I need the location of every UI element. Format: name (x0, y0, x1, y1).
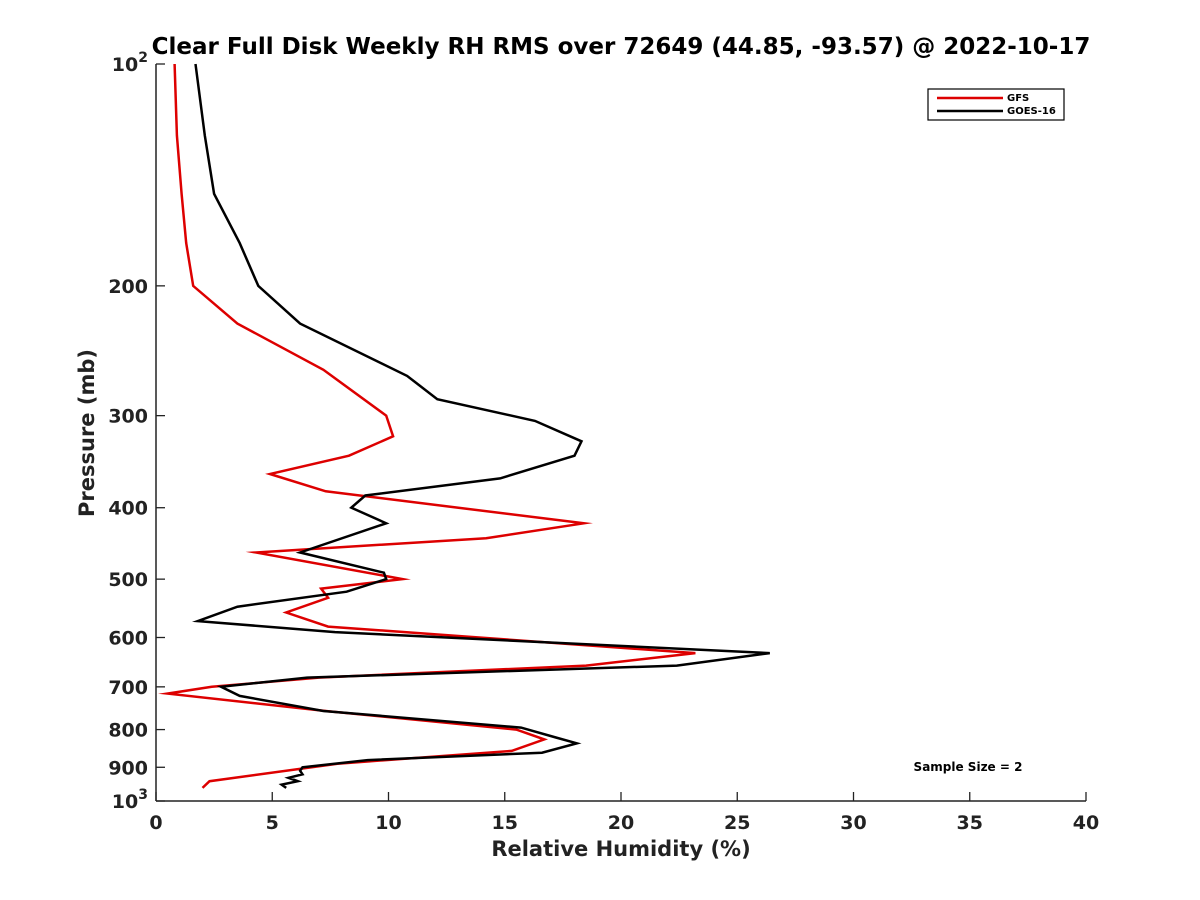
x-tick-label: 10 (375, 812, 401, 834)
series-line-goes-16 (191, 63, 770, 789)
legend-gfs-label: GFS (1007, 93, 1029, 104)
series-line-gfs (158, 63, 696, 789)
sample-size-annotation: Sample Size = 2 (914, 760, 1023, 774)
y-axis-label: Pressure (mb) (75, 349, 99, 517)
y-tick-label: 300 (108, 406, 148, 428)
x-tick-label: 40 (1073, 812, 1099, 834)
y-tick-label: 800 (108, 720, 148, 742)
x-tick-label: 35 (957, 812, 983, 834)
legend: GFS GOES-16 (927, 88, 1065, 121)
y-tick-label: 600 (108, 627, 148, 649)
x-tick-group: 0 5 10 15 20 25 30 35 40 (149, 792, 1099, 834)
legend-box (927, 88, 1065, 121)
x-tick-label: 15 (492, 812, 518, 834)
y-tick-label: 700 (108, 677, 148, 699)
y-tick-label: 103 (112, 787, 148, 813)
x-tick-label: 25 (724, 812, 750, 834)
x-tick-label: 20 (608, 812, 634, 834)
x-tick-label: 5 (266, 812, 279, 834)
series-layer (158, 63, 770, 789)
y-tick-group: 102 200 300 400 500 600 700 800 900 103 (108, 50, 165, 813)
y-tick-label: 400 (108, 498, 148, 520)
y-tick-label: 900 (108, 757, 148, 779)
chart-title: Clear Full Disk Weekly RH RMS over 72649… (152, 34, 1091, 60)
legend-goes16-label: GOES-16 (1007, 106, 1056, 117)
y-tick-label: 200 (108, 276, 148, 298)
plot-area (156, 64, 1086, 801)
x-axis-label: Relative Humidity (%) (491, 837, 750, 861)
x-tick-label: 30 (840, 812, 866, 834)
x-tick-label: 0 (149, 812, 162, 834)
y-tick-label: 500 (108, 569, 148, 591)
y-tick-label: 102 (112, 50, 148, 76)
